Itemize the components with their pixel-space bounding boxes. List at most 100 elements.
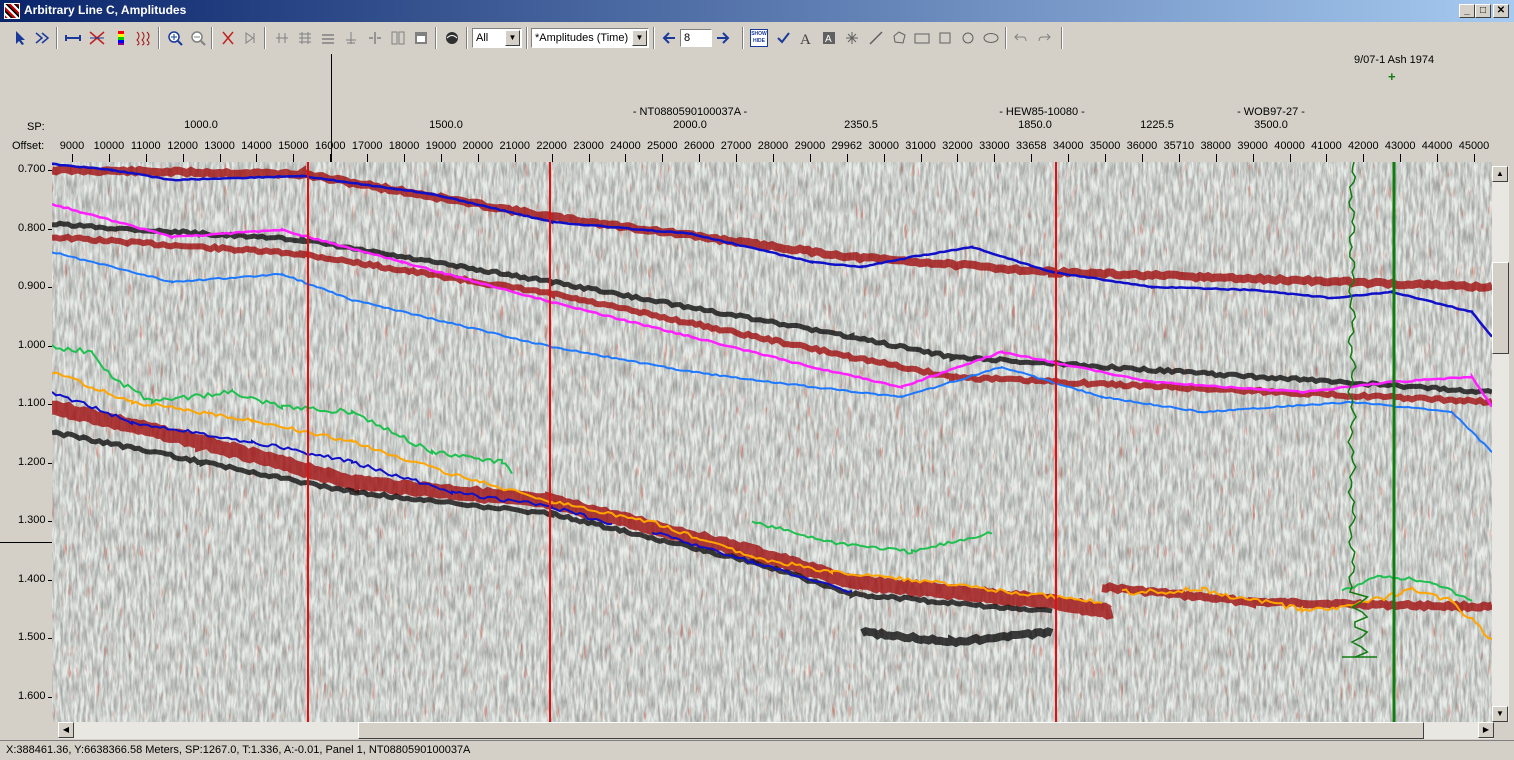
arrow-left-icon[interactable] xyxy=(659,28,679,48)
offset-tick-label: 43000 xyxy=(1384,140,1416,152)
reflector-band xyxy=(52,400,1114,620)
trace-display-icon[interactable] xyxy=(87,28,107,48)
redo-icon[interactable] xyxy=(1034,28,1054,48)
offset-tick-mark xyxy=(1326,154,1328,162)
data-select[interactable]: *Amplitudes (Time) ▼ xyxy=(531,28,649,48)
svg-text:A: A xyxy=(825,34,832,45)
pointer-tool-icon[interactable] xyxy=(10,28,30,48)
well-marker-icon[interactable]: + xyxy=(1388,69,1396,84)
time-tick-label: 1.600 xyxy=(18,689,46,702)
offset-tick-mark xyxy=(588,154,590,162)
offset-tick-label: 19000 xyxy=(425,140,457,152)
offset-tick-label: 39000 xyxy=(1237,140,1268,152)
chevron-down-icon[interactable]: ▼ xyxy=(505,30,520,46)
arrow-right-icon[interactable] xyxy=(713,28,733,48)
offset-tick-mark xyxy=(440,154,442,162)
offset-tick-label: 33658 xyxy=(1015,140,1047,152)
sp-label: SP: xyxy=(27,121,45,133)
time-tick-mark xyxy=(48,170,52,171)
offset-tick-label: 10000 xyxy=(93,140,125,152)
offset-tick-mark xyxy=(1215,154,1217,162)
trace-spread-icon[interactable] xyxy=(272,28,292,48)
polygon-tool-icon[interactable] xyxy=(889,28,909,48)
offset-label: Offset: xyxy=(12,140,45,152)
horizontal-scale-icon[interactable] xyxy=(63,28,83,48)
undo-icon[interactable] xyxy=(1011,28,1031,48)
scroll-left-icon[interactable]: ◀ xyxy=(58,722,74,738)
offset-tick-mark xyxy=(293,154,295,162)
time-tick-mark xyxy=(48,638,52,639)
offset-tick-label: 20000 xyxy=(462,140,494,152)
status-bar: X:388461.36, Y:6638366.58 Meters, SP:126… xyxy=(0,740,1514,760)
offset-tick-mark xyxy=(1363,154,1365,162)
wiggle-display-icon[interactable] xyxy=(134,28,154,48)
globe-icon[interactable] xyxy=(442,28,462,48)
well-log-curve xyxy=(1347,162,1370,658)
offset-tick-label: 35710 xyxy=(1163,140,1195,152)
color-palette-icon[interactable] xyxy=(111,28,131,48)
time-tick-label: 0.700 xyxy=(18,163,46,175)
filter-select[interactable]: All ▼ xyxy=(472,28,522,48)
line-name-label: - WOB97-27 - xyxy=(1237,106,1305,118)
flatten-icon[interactable] xyxy=(341,28,361,48)
time-axis: 0.700 0.800 0.900 1.000 1.100 1.200 1.300 1.400… xyxy=(0,162,52,722)
reflector-band xyxy=(52,164,1492,292)
scroll-up-icon[interactable]: ▲ xyxy=(1492,166,1508,182)
trace-header: 9/07-1 Ash 1974 + SP: Offset: 1000.0 1500… xyxy=(0,54,1514,162)
offset-tick-label: 34000 xyxy=(1052,140,1084,152)
step-input[interactable]: 8 xyxy=(680,29,712,47)
toolbar: All ▼ *Amplitudes (Time) ▼ 8 SHOW HIDE A… xyxy=(0,24,1514,54)
offset-tick-mark xyxy=(883,154,885,162)
ellipse-tool-icon[interactable] xyxy=(981,28,1001,48)
seismic-section[interactable] xyxy=(52,162,1492,722)
maximize-button[interactable]: □ xyxy=(1475,4,1491,18)
time-tick-label: 1.400 xyxy=(18,572,46,585)
text-tool-icon[interactable]: A xyxy=(796,28,816,48)
offset-tick-mark xyxy=(367,154,369,162)
panel-icon[interactable] xyxy=(388,28,408,48)
offset-tick-label: 29962 xyxy=(831,140,863,152)
scroll-down-icon[interactable]: ▼ xyxy=(1492,706,1508,722)
offset-tick-label: 36000 xyxy=(1126,140,1158,152)
star-tool-icon[interactable] xyxy=(842,28,862,48)
offset-tick-label: 42000 xyxy=(1348,140,1379,152)
offset-tick-mark xyxy=(330,154,332,162)
scroll-right-icon[interactable]: ▶ xyxy=(1478,722,1494,738)
offset-tick-mark xyxy=(1031,154,1033,162)
line-tool-icon[interactable] xyxy=(866,28,886,48)
offset-tick-label: 44000 xyxy=(1421,140,1453,152)
offset-tick-label: 23000 xyxy=(573,140,604,152)
cursor-crosshair-horizontal xyxy=(0,542,52,543)
horizontal-scroll-thumb[interactable] xyxy=(358,722,1424,739)
chevron-down-icon[interactable]: ▼ xyxy=(632,30,647,46)
checkmark-icon[interactable] xyxy=(773,28,793,48)
window-icon[interactable] xyxy=(411,28,431,48)
horizontal-scrollbar[interactable]: ◀ ▶ xyxy=(58,722,1494,739)
offset-tick-mark xyxy=(1400,154,1402,162)
vertical-scrollbar[interactable]: ▲ ▼ xyxy=(1492,166,1509,722)
rectangle-tool-icon[interactable] xyxy=(912,28,932,48)
horizon-line xyxy=(52,202,1492,408)
show-hide-label: SHOW HIDE xyxy=(750,29,768,47)
offset-tick-label: 32000 xyxy=(942,140,973,152)
horizon-icon[interactable] xyxy=(318,28,338,48)
horizon-line xyxy=(52,391,613,526)
multi-select-icon[interactable] xyxy=(33,28,53,48)
split-icon[interactable] xyxy=(365,28,385,48)
circle-tool-icon[interactable] xyxy=(958,28,978,48)
offset-tick-label: 17000 xyxy=(351,140,383,152)
step-icon[interactable] xyxy=(241,28,261,48)
zoom-in-icon[interactable] xyxy=(165,28,185,48)
label-tool-icon[interactable]: A xyxy=(819,28,839,48)
offset-tick-mark xyxy=(1252,154,1254,162)
time-tick-mark xyxy=(48,345,52,347)
horizon-line xyxy=(1121,585,1492,640)
grid-icon[interactable] xyxy=(295,28,315,48)
square-tool-icon[interactable] xyxy=(935,28,955,48)
flip-icon[interactable] xyxy=(218,28,238,48)
close-button[interactable]: ✕ xyxy=(1493,4,1509,18)
zoom-out-icon[interactable] xyxy=(188,28,208,48)
vertical-scroll-thumb[interactable] xyxy=(1492,262,1509,354)
minimize-button[interactable]: _ xyxy=(1459,4,1475,18)
show-hide-button[interactable]: SHOW HIDE xyxy=(749,28,769,48)
